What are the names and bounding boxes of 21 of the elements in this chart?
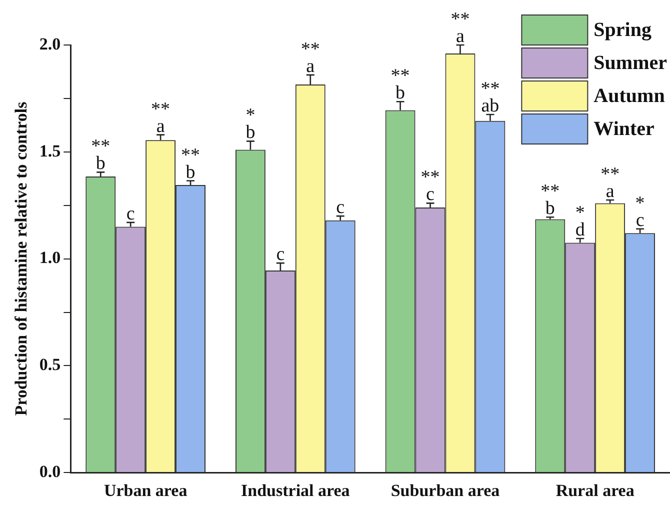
- y-tick-label: 2.0: [39, 34, 61, 54]
- y-tick-label: 0.5: [39, 355, 61, 374]
- x-tick-label: Industrial area: [241, 481, 350, 500]
- annotation: c: [336, 197, 345, 218]
- annotation: b: [545, 198, 555, 220]
- x-tick-label: Urban area: [104, 481, 188, 500]
- y-tick-label: 1.5: [39, 141, 61, 160]
- legend-label: Summer: [594, 52, 668, 74]
- legend-label: Autumn: [594, 85, 665, 108]
- x-tick-label: Rural area: [556, 481, 635, 500]
- annotation: b: [96, 153, 106, 174]
- legend-label: Winter: [594, 118, 655, 140]
- annotation: c: [126, 203, 135, 224]
- y-axis-title: Production of histamine relative to controls: [12, 101, 31, 416]
- annotation: b: [246, 122, 256, 144]
- y-tick-label: 0.0: [39, 462, 61, 481]
- x-tick-label: Suburban area: [390, 481, 500, 500]
- y-tick-label: 1.0: [39, 248, 61, 268]
- legend-label: Spring: [594, 19, 652, 42]
- annotation: c: [276, 244, 285, 266]
- annotation: b: [396, 82, 406, 104]
